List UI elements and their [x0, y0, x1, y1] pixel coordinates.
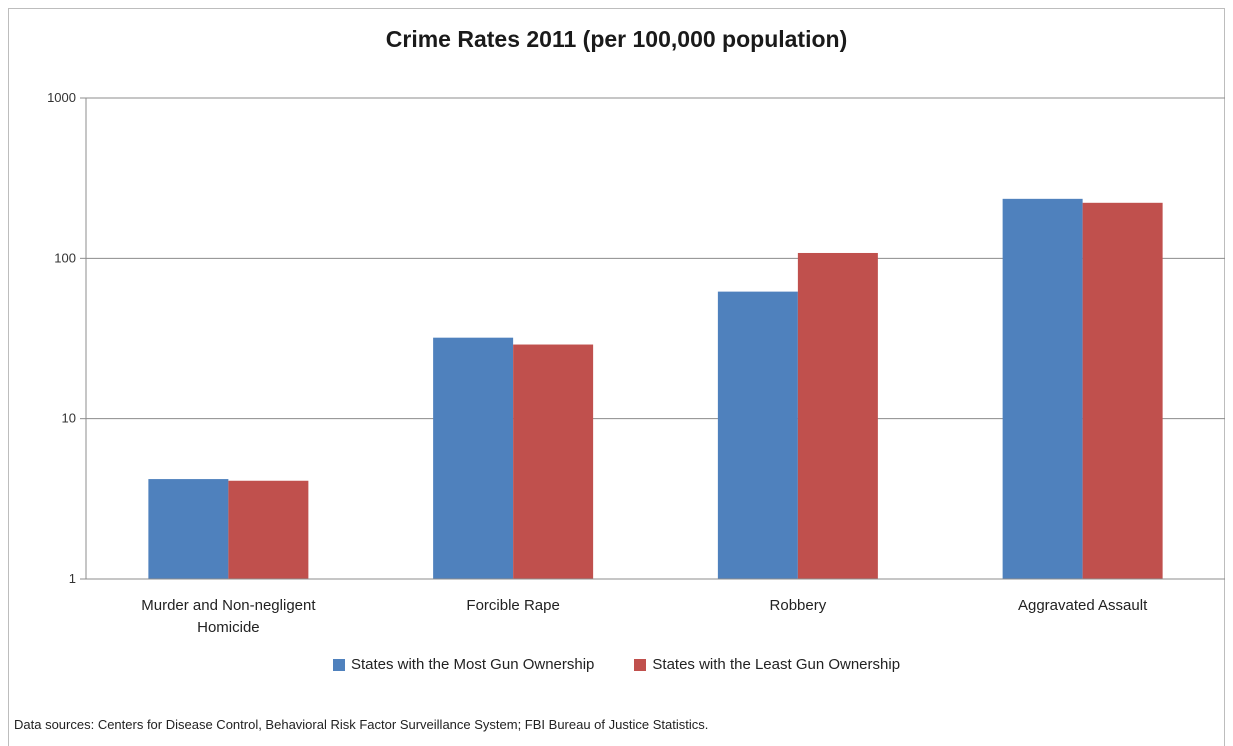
x-category-label: Aggravated Assault — [1018, 597, 1148, 614]
bar-most-3 — [1002, 198, 1083, 579]
legend-label-most: States with the Most Gun Ownership — [350, 656, 595, 673]
bar-most-1 — [433, 337, 514, 579]
axes — [85, 98, 1225, 580]
legend-item-most: States with the Most Gun Ownership — [332, 656, 595, 673]
bar-least-2 — [797, 252, 878, 579]
chart-frame — [8, 8, 1225, 746]
x-category-label: Forcible Rape — [466, 597, 559, 614]
x-category-label: Robbery — [770, 597, 827, 614]
y-tick-label: 100 — [54, 250, 76, 265]
bar-most-0 — [148, 479, 229, 579]
x-category-label: Murder and Non-negligent Homicide — [141, 597, 316, 636]
chart-title: Crime Rates 2011 (per 100,000 population… — [385, 26, 848, 52]
legend: States with the Most Gun Ownership State… — [0, 656, 1233, 673]
y-axis-ticks: 1 10 100 1000 — [47, 90, 86, 586]
bar-least-3 — [1082, 202, 1163, 580]
y-tick-label: 1000 — [47, 90, 76, 105]
y-tick-label: 1 — [69, 571, 76, 586]
legend-swatch-most — [332, 658, 345, 671]
bars — [148, 198, 1163, 580]
x-axis-labels: Murder and Non-negligent Homicide Forcible… — [141, 597, 1148, 636]
legend-item-least: States with the Least Gun Ownership — [634, 656, 900, 673]
source-note: Data sources: Centers for Disease Contro… — [14, 717, 709, 732]
legend-label-least: States with the Least Gun Ownership — [652, 656, 901, 673]
bar-least-1 — [513, 344, 594, 579]
y-tick-label: 10 — [62, 411, 76, 426]
bar-most-2 — [717, 291, 798, 579]
bar-least-0 — [228, 480, 309, 579]
legend-swatch-least — [634, 658, 647, 671]
